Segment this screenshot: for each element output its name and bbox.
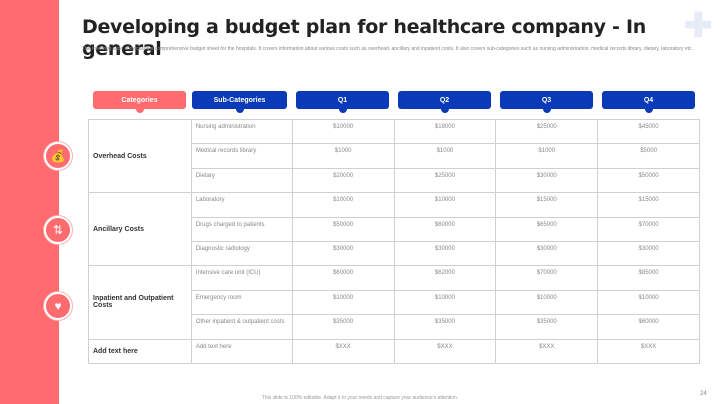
category-cell: Inpatient and Outpatient Costs [88,265,192,340]
value-cell: $35000 [495,314,599,340]
value-cell: $10000 [291,192,395,218]
value-cell: $XXX [291,338,395,364]
subcategory-cell: Drugs charged to patients [190,216,293,242]
value-cell: $XXX [393,338,497,364]
value-cell: $50000 [597,167,700,194]
category-cell: Add text here [88,338,192,364]
value-cell: $15000 [597,192,700,218]
subcategory-cell: Emergency room [190,289,293,316]
value-cell: $60000 [393,216,497,242]
arrows-updown-icon: ⇅ [44,216,72,244]
table-row: Medical records library $1000 $1000 $1000 $5… [89,143,700,169]
column-header: Sub-Categories [192,91,287,113]
value-cell: $10000 [291,118,395,145]
subcategory-cell: Nursing administration [190,118,293,145]
value-cell: $XXX [495,338,599,364]
money-bag-icon: 💰 [44,142,72,170]
value-cell: $20000 [291,167,395,194]
value-cell: $60000 [597,314,700,340]
value-cell: $30000 [291,240,395,267]
table-row: Overhead Costs Nursing administration $100… [88,118,700,194]
value-cell: $70000 [495,265,599,291]
footer-note: This slide is 100% editable. Adapt it to… [261,395,459,401]
table-row: Add text here Add text here $XXX $XXX $XXX $X… [88,338,700,364]
subcategory-cell: Diagnostic radiology [190,240,293,267]
value-cell: $10000 [597,289,700,316]
table-row: Diagnostic radiology $30000 $30000 $30000 $3… [89,240,700,267]
value-cell: $10000 [291,289,395,316]
value-cell: $70000 [597,216,700,242]
column-header: Q1 [296,91,389,113]
description: The following slide showcases a comprehe… [82,46,693,52]
subcategory-cell: Dietary [190,167,293,194]
value-cell: $25000 [495,118,599,145]
value-cell: $35000 [291,314,395,340]
value-cell: $45000 [597,118,700,145]
value-cell: $5000 [597,143,700,169]
value-cell: $30000 [495,240,599,267]
page-title: Developing a budget plan for healthcare … [82,16,646,60]
table-row: Ancillary Costs Laboratory $10000 $10000 $15… [88,192,700,267]
category-cell: Ancillary Costs [88,192,192,267]
value-cell: $18000 [393,118,497,145]
subcategory-cell: Add text here [190,338,293,364]
value-cell: $30000 [495,167,599,194]
category-cell: Overhead Costs [88,118,192,194]
value-cell: $XXX [597,338,700,364]
value-cell: $30000 [393,240,497,267]
column-header: Q3 [500,91,593,113]
value-cell: $10000 [495,289,599,316]
value-cell: $10000 [393,289,497,316]
hand-heart-icon: ♥ [44,292,72,320]
subcategory-cell: Medical records library [190,143,293,169]
column-header: Categories [93,91,186,113]
value-cell: $85000 [597,265,700,291]
value-cell: $65000 [495,216,599,242]
subcategory-cell: Laboratory [190,192,293,218]
value-cell: $60000 [291,265,395,291]
value-cell: $15000 [495,192,599,218]
value-cell: $1000 [495,143,599,169]
value-cell: $62000 [393,265,497,291]
table-row: Inpatient and Outpatient Costs Intensive … [88,265,700,340]
table-row: Emergency room $10000 $10000 $10000 $10000 [89,289,700,316]
page-number: 24 [700,391,707,397]
subcategory-cell: Intensive care unit (ICU) [190,265,293,291]
value-cell: $35000 [393,314,497,340]
value-cell: $50000 [291,216,395,242]
value-cell: $30000 [597,240,700,267]
side-bar [0,0,59,404]
value-cell: $1000 [393,143,497,169]
plus-decoration-icon: ✚ [684,7,713,45]
column-header: Q4 [602,91,695,113]
subcategory-cell: Other inpatient & outpatient costs [190,314,293,340]
value-cell: $1000 [291,143,395,169]
budget-table: Overhead Costs Nursing administration $100… [88,118,700,364]
table-row: Other inpatient & outpatient costs $35000… [89,314,700,340]
value-cell: $10000 [393,192,497,218]
value-cell: $25000 [393,167,497,194]
column-header: Q2 [398,91,491,113]
table-row: Dietary $20000 $25000 $30000 $50000 [89,167,700,194]
